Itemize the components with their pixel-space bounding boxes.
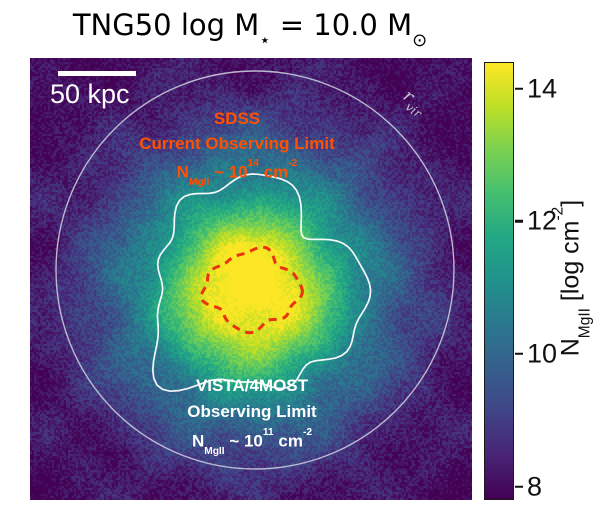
mgii-subscript: MgII (204, 446, 225, 458)
vista-limit-text: Observing Limit (187, 402, 317, 421)
figure-title: TNG50 log M⋆ = 10.0 M⊙ (0, 8, 500, 51)
vista-column-density: NMgII ~ 1011 cm-2 (187, 425, 316, 462)
colorbar-tick-label: 10 (527, 338, 558, 369)
vista-limit-contour (151, 173, 372, 393)
scale-bar-line (58, 71, 136, 76)
colorbar-ticks: 8 10 12 14 (515, 62, 587, 502)
colorbar-tick-label: 12 (527, 205, 558, 236)
unit-exponent: -2 (549, 206, 567, 221)
unit: cm (273, 431, 303, 451)
title-prefix: TNG50 log M (72, 8, 260, 42)
unit-exponent: -2 (288, 157, 298, 169)
mgii-subscript: MgII (188, 177, 210, 189)
n-symbol: N (176, 162, 189, 182)
sdss-limit-contour (199, 245, 304, 335)
unit-text: [log cm (556, 220, 585, 309)
sun-subscript: ⊙ (412, 29, 428, 51)
exponent: 11 (262, 426, 274, 438)
vista-survey-name: VISTA/4MOST (195, 376, 309, 395)
colorbar-tick-mark (515, 87, 523, 90)
colorbar (484, 62, 514, 500)
column-density-map: 50 kpc rvir SDSS Current Observing Limit… (30, 58, 472, 500)
mgii-subscript: MgII (576, 308, 594, 339)
approx-value: ~ 10 (209, 162, 248, 182)
virial-radius-circle (55, 70, 455, 470)
contour-overlay (55, 70, 455, 470)
colorbar-axis-label: NMgII [log cm-2] (549, 200, 593, 357)
colorbar-tick-mark (515, 352, 523, 356)
colorbar-tick-label: 8 (527, 471, 543, 502)
n-symbol: N (556, 338, 585, 357)
scale-bar-label: 50 kpc (50, 79, 130, 109)
approx-value: ~ 10 (224, 431, 263, 451)
unit: cm (258, 162, 289, 182)
colorbar-tick-mark (515, 220, 523, 223)
sdss-annotation: SDSS Current Observing Limit NMgII ~ 101… (139, 106, 335, 192)
sdss-column-density: NMgII ~ 1014 cm-2 (139, 156, 335, 192)
sdss-survey-name: SDSS (213, 109, 261, 128)
title-mid: = 10.0 M (270, 8, 413, 42)
sdss-limit-text: Current Observing Limit (139, 134, 335, 153)
star-subscript: ⋆ (259, 29, 271, 51)
n-symbol: N (191, 431, 205, 451)
unit-exponent: -2 (302, 426, 313, 438)
colorbar-tick-mark (515, 485, 523, 488)
colorbar-tick-label: 14 (527, 73, 558, 104)
vista-annotation: VISTA/4MOST Observing Limit NMgII ~ 1011… (187, 373, 316, 462)
exponent: 14 (247, 157, 259, 169)
